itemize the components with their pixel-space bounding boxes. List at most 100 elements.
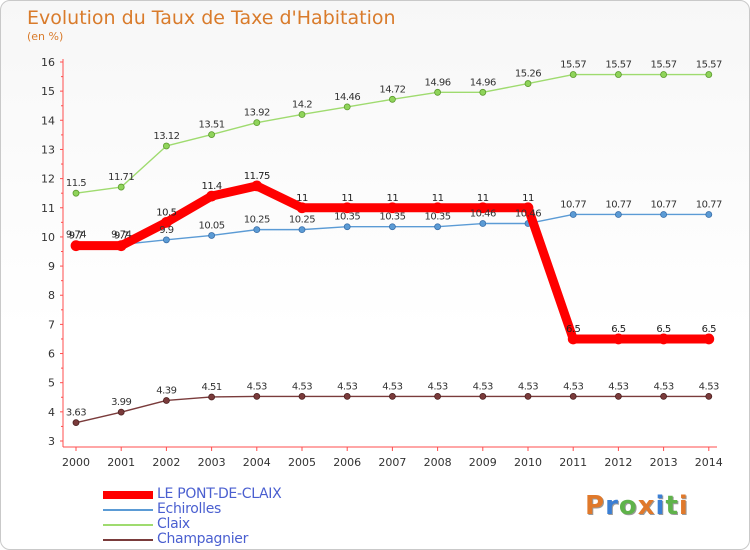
x-tick-label: 2003: [198, 456, 226, 469]
data-label: 11: [477, 193, 489, 204]
data-label: 4.51: [201, 382, 221, 393]
data-point: [341, 202, 353, 214]
data-label: 3.63: [66, 408, 86, 419]
data-label: 10.35: [334, 212, 360, 223]
data-point: [388, 392, 396, 400]
x-tick-label: 2014: [695, 456, 723, 469]
data-label: 11: [522, 193, 534, 204]
data-label: 9.9: [159, 225, 174, 236]
x-tick-label: 2004: [243, 456, 271, 469]
data-point: [72, 189, 80, 197]
data-point: [70, 240, 82, 252]
data-label: 10.77: [605, 199, 631, 210]
data-label: 10.77: [560, 199, 586, 210]
legend-label-0: LE PONT-DE-CLAIX: [157, 486, 282, 502]
data-label: 9.74: [111, 230, 131, 241]
data-point: [117, 408, 125, 416]
series-line-3: [75, 395, 710, 424]
data-point: [479, 88, 487, 96]
data-point: [524, 80, 532, 87]
logo-letter: i: [678, 491, 689, 521]
data-point: [479, 392, 487, 400]
data-label: 4.53: [337, 381, 357, 392]
logo-letter: P: [585, 491, 606, 521]
logo-letter: o: [618, 491, 638, 521]
data-point: [251, 180, 263, 192]
data-label: 9.74: [66, 230, 86, 241]
x-tick-label: 2002: [152, 456, 180, 469]
data-point: [660, 211, 667, 218]
x-tick-label: 2005: [288, 456, 316, 469]
data-label: 10.05: [199, 220, 225, 231]
data-label: 10.35: [379, 212, 405, 223]
chart-unit-label: (en %): [27, 30, 64, 43]
data-label: 11: [432, 193, 444, 204]
data-point: [115, 240, 127, 252]
data-label: 15.57: [696, 60, 722, 71]
logo-letter: r: [605, 491, 619, 521]
data-label: 14.46: [334, 92, 360, 103]
y-tick-label: 10: [41, 231, 55, 244]
data-point: [522, 202, 534, 214]
data-label: 6.5: [702, 324, 717, 335]
data-label: 10.46: [470, 209, 496, 220]
data-point: [705, 211, 713, 218]
logo-letter: t: [665, 491, 679, 521]
chart-title: Evolution du Taux de Taxe d'Habitation: [27, 7, 396, 29]
data-label: 11.5: [66, 178, 86, 189]
y-tick-label: 5: [48, 377, 55, 390]
legend-label-1: Echirolles: [157, 501, 222, 517]
data-label: 4.53: [563, 381, 583, 392]
data-point: [162, 236, 170, 244]
data-point: [613, 333, 624, 345]
data-label: 10.5: [156, 207, 176, 218]
data-label: 4.53: [247, 381, 267, 392]
data-label: 10.35: [425, 212, 451, 223]
y-tick-label: 11: [41, 202, 55, 215]
data-label: 9.7: [114, 231, 129, 242]
data-label: 4.53: [518, 381, 538, 392]
x-tick-label: 2012: [604, 456, 632, 469]
data-point: [296, 202, 308, 214]
data-label: 10.77: [651, 199, 677, 210]
data-point: [703, 333, 715, 345]
x-tick-label: 2001: [107, 456, 135, 469]
data-point: [298, 392, 306, 400]
data-point: [160, 216, 172, 228]
x-tick-label: 2011: [559, 456, 587, 469]
data-label: 13.51: [199, 120, 225, 131]
legend-swatch-1: [103, 509, 153, 511]
data-label: 15.57: [605, 60, 631, 71]
data-label: 14.96: [425, 77, 451, 88]
legend-swatch-0: [103, 491, 153, 499]
data-point: [432, 202, 444, 214]
data-point: [434, 88, 442, 96]
data-point: [206, 190, 218, 202]
data-point: [343, 223, 351, 231]
data-label: 14.2: [292, 99, 312, 110]
data-label: 4.53: [292, 381, 312, 392]
data-point: [434, 392, 442, 400]
data-label: 3.99: [111, 397, 131, 408]
data-label: 15.26: [515, 69, 541, 80]
data-point: [298, 226, 306, 234]
data-label: 4.53: [653, 381, 673, 392]
data-point: [253, 119, 261, 127]
data-point: [208, 131, 216, 138]
data-point: [388, 95, 396, 103]
data-point: [208, 232, 216, 239]
data-label: 15.57: [560, 60, 586, 71]
data-label: 11: [387, 193, 399, 204]
y-tick-label: 14: [41, 114, 55, 127]
data-label: 15.57: [651, 60, 677, 71]
data-label: 10.25: [289, 215, 315, 226]
data-label: 11: [296, 193, 308, 204]
y-tick-label: 8: [48, 289, 55, 302]
data-point: [208, 393, 216, 401]
legend-label-2: Claix: [157, 516, 190, 532]
data-label: 10.46: [515, 209, 541, 220]
data-label: 6.5: [611, 324, 626, 335]
data-point: [298, 111, 306, 118]
y-tick-label: 9: [48, 260, 55, 273]
data-point: [615, 211, 622, 218]
